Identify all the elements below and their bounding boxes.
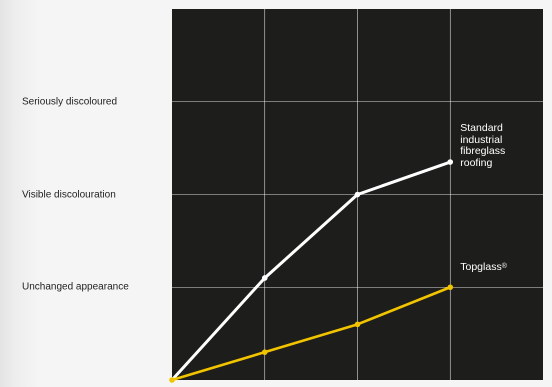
- series-label-topglass: Topglass®: [460, 262, 507, 274]
- y-category-label-visible-discolouration: Visible discolouration: [22, 189, 116, 200]
- series-label-standard-fibreglass: Standard industrial fibreglass roofing: [460, 123, 505, 169]
- data-point-standard-fibreglass: [261, 275, 268, 281]
- series-label-line: industrial: [460, 133, 503, 146]
- series-label-line: Standard: [460, 122, 503, 135]
- y-category-label-unchanged-appearance: Unchanged appearance: [22, 281, 129, 293]
- data-point-topglass: [261, 349, 268, 355]
- series-line-topglass: [170, 285, 452, 382]
- data-point-standard-fibreglass: [447, 159, 454, 165]
- registered-mark: ®: [501, 263, 507, 271]
- series-line-standard-fibreglass: [170, 160, 452, 382]
- series-label-line: fibreglass: [460, 145, 506, 158]
- y-category-label-seriously-discoloured: Seriously discoloured: [22, 96, 118, 108]
- data-point-topglass: [169, 377, 175, 383]
- series-label-topglass-name: Topglass: [460, 261, 502, 274]
- data-point-standard-fibreglass: [354, 191, 361, 198]
- series-label-line: roofing: [460, 156, 493, 169]
- data-point-topglass: [354, 321, 361, 328]
- data-point-topglass: [447, 284, 454, 291]
